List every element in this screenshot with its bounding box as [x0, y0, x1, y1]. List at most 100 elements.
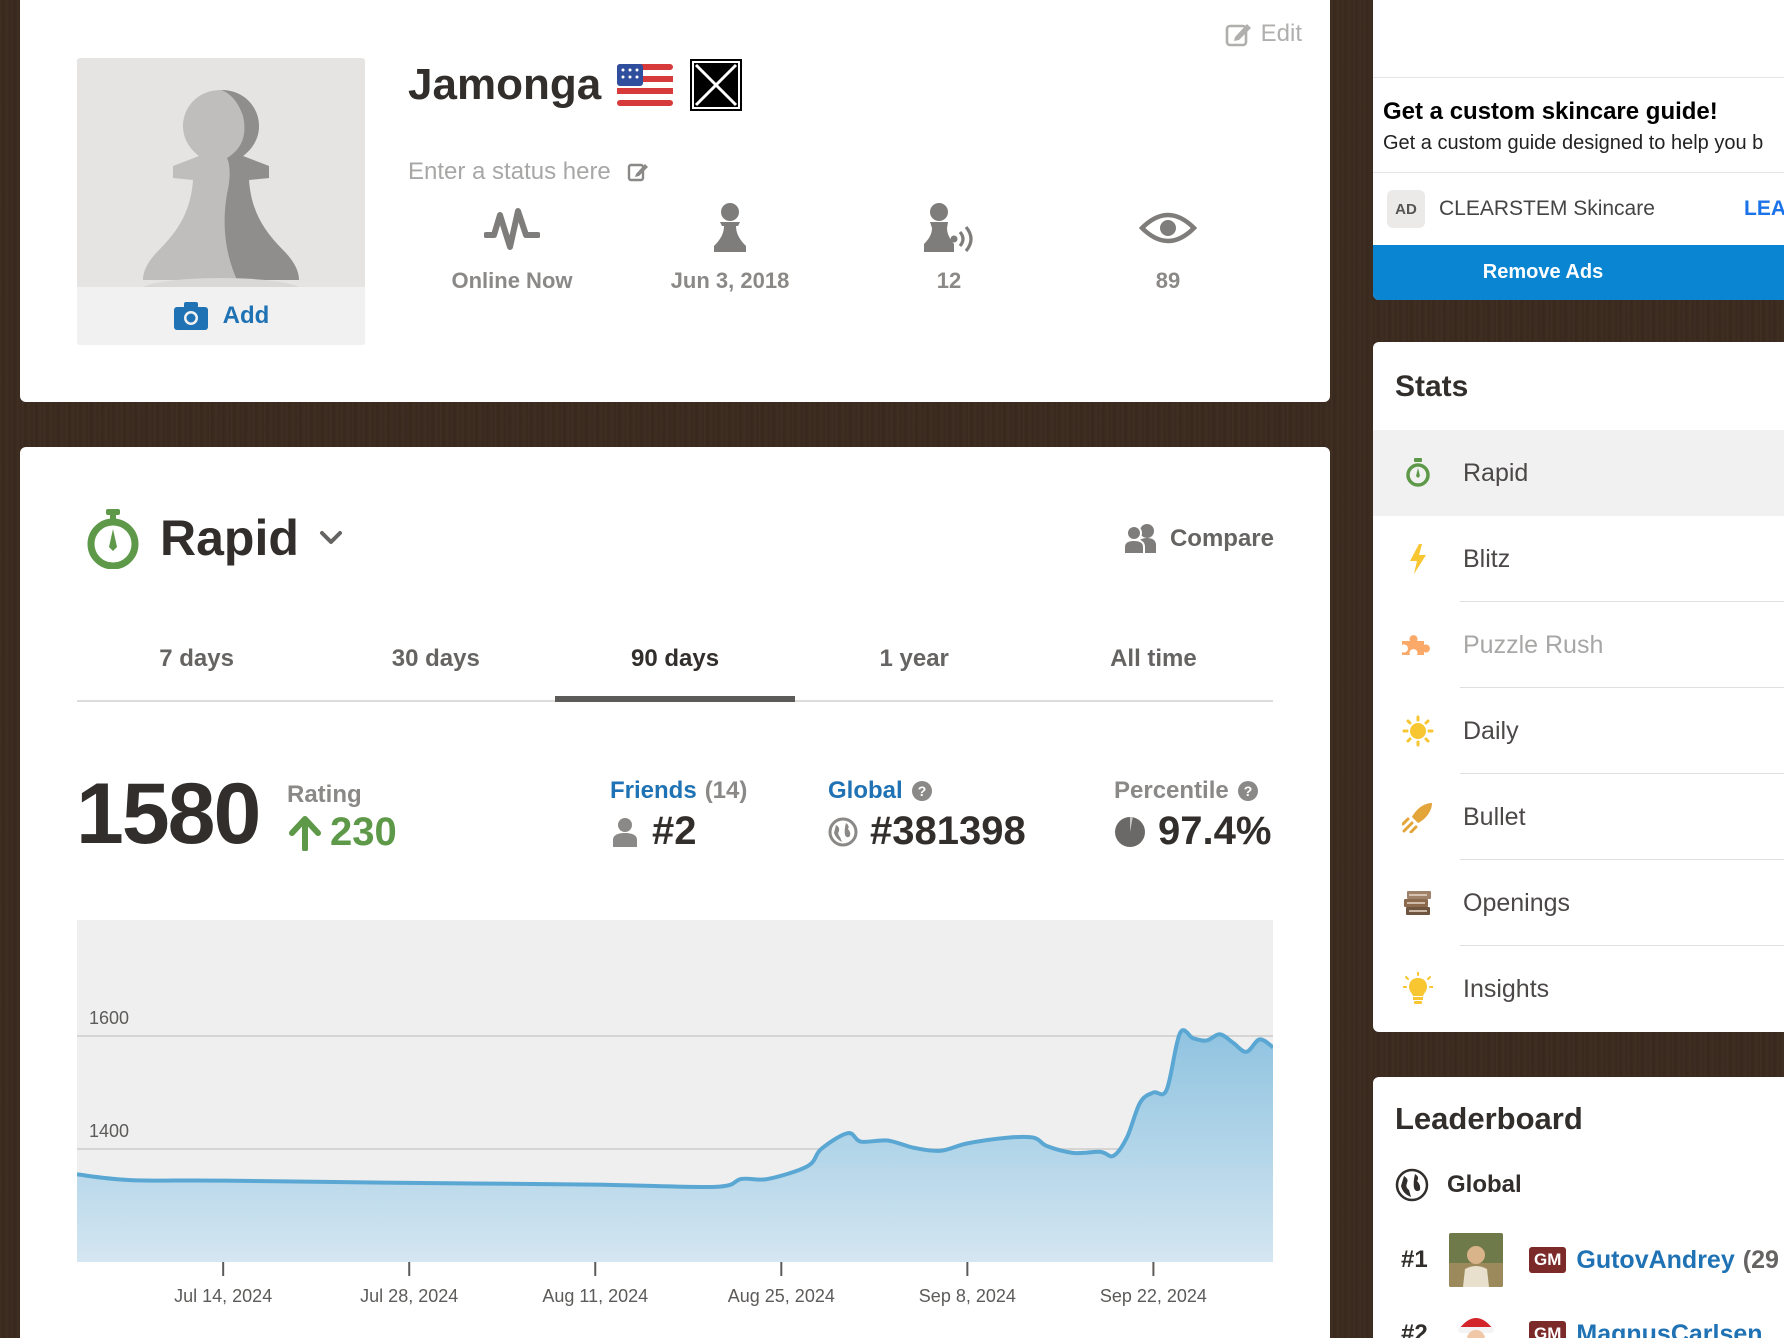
edit-status-icon[interactable] [627, 161, 649, 183]
ad-advertiser: CLEARSTEM Skincare [1439, 197, 1655, 220]
ad-headline[interactable]: Get a custom skincare guide! [1383, 98, 1718, 125]
us-flag-icon [617, 64, 674, 106]
percentile-label: Percentile [1114, 777, 1229, 804]
views-count-label: 89 [1155, 268, 1181, 293]
pie-icon [1115, 816, 1145, 847]
global-rank: Global ? #381398 [828, 777, 1026, 854]
help-icon[interactable]: ? [1237, 780, 1259, 802]
ad-badge: AD [1387, 190, 1425, 228]
ad-body[interactable]: Get a custom guide designed to help you … [1383, 132, 1764, 154]
globe-icon [828, 817, 858, 846]
stats-item-bullet[interactable]: Bullet [1373, 774, 1784, 860]
x-tick-label: Aug 11, 2024 [542, 1286, 648, 1306]
ad-panel: Get a custom skincare guide! Get a custo… [1373, 0, 1784, 300]
leaderboard-rank: #2 [1401, 1320, 1428, 1338]
tab-1-year[interactable]: 1 year [879, 645, 949, 672]
stats-item-label: Bullet [1463, 802, 1526, 831]
broken-image-icon [690, 59, 743, 111]
friends-count: (14) [704, 777, 748, 804]
friends-link[interactable]: Friends [610, 777, 697, 804]
rating-area-fill [77, 1030, 1273, 1262]
stats-item-puzzle-rush[interactable]: Puzzle Rush [1373, 602, 1784, 688]
stats-panel: Stats Rapid Blitz Puzzle Rush [1373, 342, 1784, 1032]
username[interactable]: Jamonga [408, 60, 602, 109]
views-count: 89 [1068, 200, 1268, 294]
leaderboard-row[interactable]: #2 GM MagnusCarlsen [1401, 1307, 1771, 1338]
rating-label: Rating [287, 781, 362, 808]
arrow-up-icon [289, 815, 321, 851]
divider [1460, 859, 1784, 860]
sun-icon [1402, 715, 1434, 747]
stats-item-blitz[interactable]: Blitz [1373, 516, 1784, 602]
eye-icon [1139, 212, 1197, 244]
books-icon [1404, 891, 1431, 915]
stats-item-openings[interactable]: Openings [1373, 860, 1784, 946]
divider [1460, 945, 1784, 946]
globe-icon [1395, 1168, 1429, 1202]
edit-profile-button[interactable]: Edit [1225, 20, 1302, 48]
gm-title-badge: GM [1529, 1247, 1567, 1273]
stats-item-insights[interactable]: Insights [1373, 946, 1784, 1032]
player-name-link[interactable]: MagnusCarlsen [1576, 1319, 1763, 1338]
x-tick-label: Jul 14, 2024 [174, 1286, 272, 1306]
y-tick-label: 1400 [89, 1121, 129, 1141]
divider [1460, 773, 1784, 774]
profile-card: Add Jamonga Enter a status here [20, 0, 1330, 402]
help-icon[interactable]: ? [911, 780, 933, 802]
joined-date-label: Jun 3, 2018 [670, 268, 790, 293]
global-link[interactable]: Global [828, 777, 903, 804]
status-field[interactable]: Enter a status here [408, 158, 649, 186]
puzzle-icon [1402, 635, 1430, 655]
player-rating: (29 [1742, 1245, 1779, 1274]
svg-text:?: ? [917, 783, 926, 799]
friends-rank-value: #2 [652, 809, 697, 853]
ad-image-area[interactable] [1373, 0, 1784, 78]
followers-count[interactable]: 12 [849, 200, 1049, 294]
lightbulb-icon [1403, 972, 1433, 1004]
leaderboard-scope-label: Global [1447, 1171, 1522, 1198]
leaderboard-rank: #1 [1401, 1246, 1428, 1273]
stats-item-label: Insights [1463, 974, 1550, 1003]
game-type-selector[interactable]: Rapid [86, 507, 343, 569]
avatar[interactable]: Add [77, 58, 365, 345]
chevron-down-icon [319, 531, 342, 544]
player-name-link[interactable]: GutovAndrey [1576, 1245, 1735, 1274]
current-rating: 1580 [76, 766, 261, 862]
svg-text:?: ? [1243, 783, 1252, 799]
tab-90-days[interactable]: 90 days [555, 617, 795, 702]
online-status: Online Now [412, 200, 612, 294]
ad-advertiser-row[interactable]: AD CLEARSTEM Skincare [1387, 190, 1655, 228]
leaderboard-title: Leaderboard [1395, 1101, 1583, 1136]
player-avatar[interactable] [1449, 1233, 1503, 1287]
remove-ads-button[interactable]: Remove Ads [1373, 245, 1784, 300]
tab-7-days[interactable]: 7 days [159, 645, 234, 672]
add-photo-label: Add [222, 302, 270, 329]
stats-item-rapid[interactable]: Rapid [1373, 430, 1784, 516]
percentile-value: 97.4% [1158, 809, 1272, 853]
followers-count-label: 12 [936, 268, 962, 293]
users-icon [1122, 524, 1156, 555]
status-placeholder: Enter a status here [408, 158, 611, 185]
online-status-label: Online Now [451, 268, 573, 293]
camera-icon [173, 302, 208, 330]
edit-icon [1225, 24, 1251, 47]
lightning-icon [1410, 544, 1426, 574]
rating-change: 230 [288, 810, 397, 855]
x-tick-label: Sep 22, 2024 [1100, 1286, 1207, 1306]
ad-learn-more-button[interactable]: LEA [1744, 197, 1784, 220]
player-avatar[interactable] [1449, 1307, 1503, 1338]
leaderboard-scope[interactable]: Global [1395, 1168, 1522, 1202]
compare-button[interactable]: Compare [1122, 523, 1274, 555]
friend-user-icon [613, 817, 637, 847]
bullet-icon [1402, 803, 1432, 833]
tab-30-days[interactable]: 30 days [391, 645, 480, 672]
tab-all-time[interactable]: All time [1110, 645, 1197, 672]
divider [1460, 601, 1784, 602]
leaderboard-row[interactable]: #1 GM GutovAndrey (29 [1401, 1233, 1779, 1287]
followers-icon [924, 203, 973, 253]
x-tick-label: Jul 28, 2024 [360, 1286, 458, 1306]
divider [1460, 687, 1784, 688]
stats-item-daily[interactable]: Daily [1373, 688, 1784, 774]
add-photo-button[interactable]: Add [77, 287, 365, 345]
